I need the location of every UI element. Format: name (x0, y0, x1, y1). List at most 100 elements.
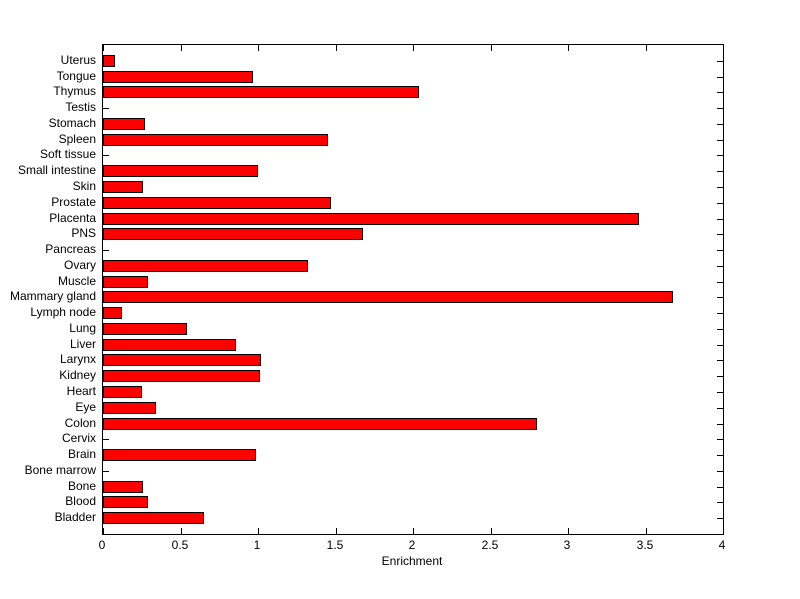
x-tick-top (413, 45, 414, 51)
x-tick-top (723, 45, 724, 51)
bar-lung (103, 323, 187, 335)
y-tick-label: Kidney (59, 368, 96, 382)
bar-uterus (103, 55, 115, 67)
y-tick-label: Cervix (61, 431, 96, 445)
x-tick-top (103, 45, 104, 51)
y-tick-left (103, 250, 109, 251)
bar-muscle (103, 276, 148, 288)
bar-skin (103, 181, 143, 193)
plot-area (102, 44, 724, 535)
y-tick-right (717, 502, 723, 503)
x-tick-bottom (181, 528, 182, 534)
y-tick-label: Spleen (58, 132, 96, 146)
y-tick-label: Uterus (60, 53, 96, 67)
x-tick-label: 4 (718, 538, 726, 552)
bar-ovary (103, 260, 308, 272)
y-tick-label: Stomach (48, 116, 96, 130)
y-tick-right (717, 471, 723, 472)
y-tick-label: Placenta (49, 211, 96, 225)
y-tick-right (717, 360, 723, 361)
x-tick-top (181, 45, 182, 51)
x-tick-bottom (413, 528, 414, 534)
y-tick-right (717, 345, 723, 346)
bar-small-intestine (103, 165, 258, 177)
x-tick-bottom (723, 528, 724, 534)
y-tick-label: Larynx (59, 352, 96, 366)
x-tick-label: 0.5 (171, 538, 189, 552)
y-tick-label: Heart (66, 384, 96, 398)
y-tick-right (717, 140, 723, 141)
bar-placenta (103, 213, 639, 225)
x-tick-label: 2 (408, 538, 416, 552)
bar-brain (103, 449, 256, 461)
y-tick-right (717, 155, 723, 156)
bar-mammary-gland (103, 291, 673, 303)
y-tick-right (717, 250, 723, 251)
y-tick-right (717, 487, 723, 488)
y-tick-label: Testis (65, 100, 96, 114)
y-tick-right (717, 234, 723, 235)
bar-liver (103, 339, 236, 351)
y-tick-right (717, 266, 723, 267)
y-tick-right (717, 108, 723, 109)
bar-colon (103, 418, 537, 430)
y-tick-label: Mammary gland (9, 289, 96, 303)
y-tick-right (717, 61, 723, 62)
y-tick-right (717, 187, 723, 188)
y-tick-label: Brain (67, 447, 96, 461)
y-tick-label: Prostate (51, 195, 96, 209)
bar-spleen (103, 134, 328, 146)
y-tick-label: Tongue (56, 69, 96, 83)
bar-pns (103, 228, 363, 240)
bar-stomach (103, 118, 145, 130)
x-tick-top (646, 45, 647, 51)
y-tick-label: Lung (69, 321, 96, 335)
y-tick-label: Pancreas (45, 242, 96, 256)
y-tick-label: Small intestine (17, 163, 96, 177)
y-tick-label: Skin (72, 179, 96, 193)
y-tick-label: Ovary (63, 258, 96, 272)
y-tick-label: Liver (69, 337, 96, 351)
x-tick-top (491, 45, 492, 51)
x-tick-bottom (491, 528, 492, 534)
bar-kidney (103, 370, 260, 382)
x-tick-bottom (568, 528, 569, 534)
y-tick-label: Bone (67, 479, 96, 493)
y-tick-left (103, 439, 109, 440)
x-tick-top (336, 45, 337, 51)
y-tick-right (717, 376, 723, 377)
bar-blood (103, 496, 148, 508)
bar-bladder (103, 512, 204, 524)
x-tick-label: 1 (253, 538, 261, 552)
y-tick-label: Bladder (54, 510, 96, 524)
x-tick-label: 2.5 (481, 538, 499, 552)
y-tick-left (103, 155, 109, 156)
x-tick-bottom (258, 528, 259, 534)
y-tick-label: Thymus (53, 84, 96, 98)
x-tick-bottom (103, 528, 104, 534)
x-axis-title: Enrichment (381, 554, 443, 568)
y-tick-label: Muscle (57, 274, 96, 288)
y-tick-right (717, 203, 723, 204)
y-tick-label: Colon (64, 416, 96, 430)
y-tick-right (717, 392, 723, 393)
bar-heart (103, 386, 142, 398)
y-tick-right (717, 408, 723, 409)
y-tick-right (717, 329, 723, 330)
bar-bone (103, 481, 143, 493)
y-tick-right (717, 171, 723, 172)
y-tick-right (717, 424, 723, 425)
y-tick-label: Lymph node (30, 305, 96, 319)
bar-thymus (103, 86, 419, 98)
y-tick-right (717, 518, 723, 519)
y-tick-label: Soft tissue (39, 147, 96, 161)
y-tick-left (103, 108, 109, 109)
x-tick-label: 3.5 (636, 538, 654, 552)
y-tick-right (717, 439, 723, 440)
x-tick-top (258, 45, 259, 51)
y-tick-right (717, 77, 723, 78)
bar-eye (103, 402, 156, 414)
x-tick-label: 3 (563, 538, 571, 552)
y-tick-right (717, 92, 723, 93)
